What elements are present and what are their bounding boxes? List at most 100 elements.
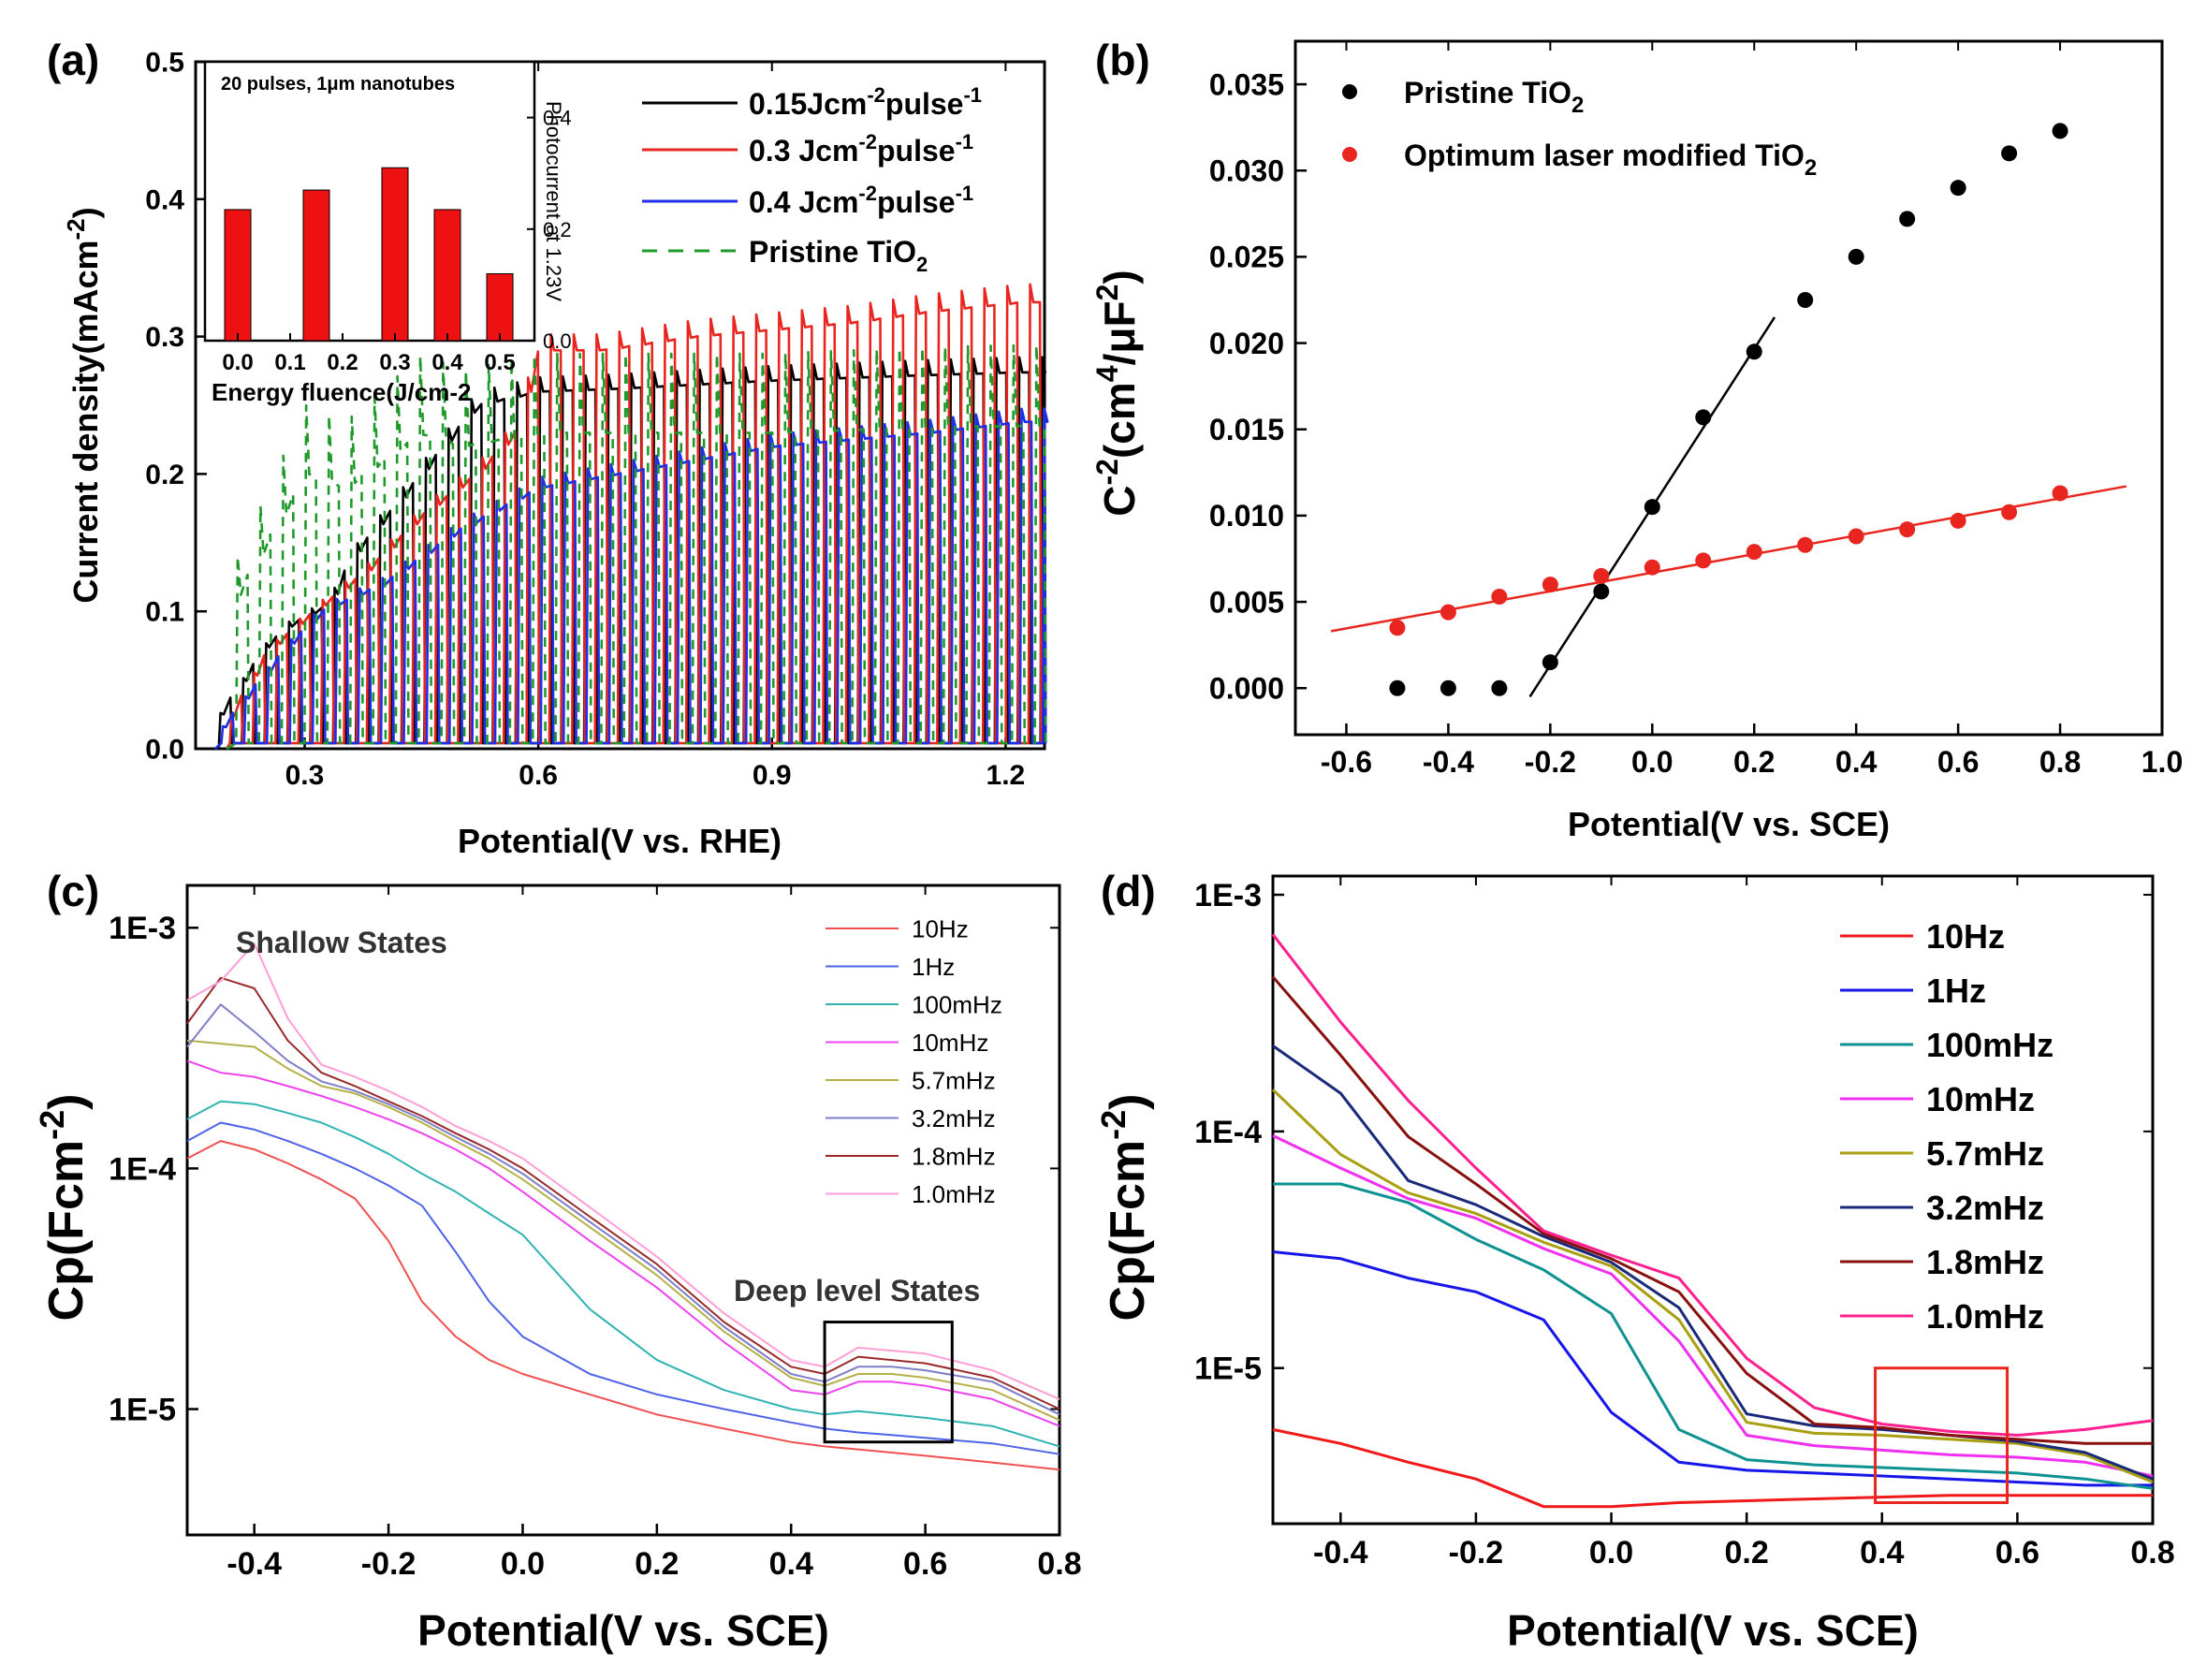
panel-b-x-axis-label: Potential(V vs. SCE) xyxy=(1568,805,1890,843)
panel-c-ytick-label-1E-3: 1E-3 xyxy=(109,911,176,946)
legend-label-10mhz: 10mHz xyxy=(912,1029,988,1057)
point-pristine-tio2-0.5 xyxy=(1899,211,1916,227)
panel-c-legend: 10Hz 1Hz 100mHz 10mHz 5.7mHz 3.2mHz 1.8mHz 1.0m… xyxy=(826,914,1002,1208)
panel-b: (b) -0.6 -0.4 -0.2 0.0 0.2 0.4 0.6 0.8 1.0 0.000… xyxy=(1090,36,2183,843)
panel-a-label: (a) xyxy=(47,36,99,84)
point-pristine-tio2--0.3 xyxy=(1491,679,1508,696)
panel-b-xtick-label--0.6: -0.6 xyxy=(1321,745,1372,779)
panel-c-xtick-label-0.2: 0.2 xyxy=(635,1546,679,1582)
legend-label-3.2mhz: 3.2mHz xyxy=(912,1104,996,1132)
inset-xtick-label-0.5: 0.5 xyxy=(484,350,515,375)
inset-bar-0.4 xyxy=(433,209,461,342)
annotation-shallow-states: Shallow States xyxy=(236,926,447,959)
point-optimum-laser-modified-tio2-0.3 xyxy=(1797,536,1814,553)
point-optimum-laser-modified-tio2-0.1 xyxy=(1695,552,1712,569)
point-optimum-laser-modified-tio2--0.4 xyxy=(1440,604,1456,621)
point-pristine-tio2-0.2 xyxy=(1746,343,1762,360)
panel-a: (a) 0.3 0.6 0.9 1.2 0.0 0.1 0.2 0.3 0.4 0.5 Pote… xyxy=(47,36,1049,860)
panel-c-xtick-label-0.0: 0.0 xyxy=(501,1546,545,1582)
point-optimum-laser-modified-tio2-0.5 xyxy=(1899,521,1916,538)
panel-c-plot-frame xyxy=(185,884,1061,1537)
series-line-5.7mhz xyxy=(186,1039,1060,1422)
point-pristine-tio2-0 xyxy=(1644,499,1660,516)
panel-d-xtick-label-0.4: 0.4 xyxy=(1860,1535,1904,1570)
point-pristine-tio2-0.3 xyxy=(1797,291,1814,308)
panel-b-xtick-label-0.2: 0.2 xyxy=(1733,745,1775,779)
panel-b-xtick-label-0.4: 0.4 xyxy=(1835,745,1878,779)
inset-bar-0.3 xyxy=(381,167,409,342)
panel-c: (c) -0.4 -0.2 0.0 0.2 0.4 0.6 0.8 1E-5 1E-4 1E-3… xyxy=(33,867,1082,1655)
legend-label-1hz: 1Hz xyxy=(1926,971,1986,1010)
inset-frame xyxy=(203,60,536,343)
inset-bar-0.0 xyxy=(224,209,252,342)
series-line-0.4-jcm-2pulse-1 xyxy=(213,407,1049,750)
inset-xtick-label-0.1: 0.1 xyxy=(274,350,305,375)
panel-a-legend: 0.15Jcm-2pulse-1 0.3 Jcm-2pulse-1 0.4 Jc… xyxy=(642,83,982,276)
panel-b-ytick-label-0.005: 0.005 xyxy=(1209,585,1284,619)
legend-label-1hz: 1Hz xyxy=(912,953,955,981)
point-pristine-tio2-0.7 xyxy=(2001,145,2018,162)
legend-item-0.15Jcm-2pulse-1: 0.15Jcm-2pulse-1 xyxy=(642,83,982,121)
inset-bar-0.15 xyxy=(302,189,330,342)
panel-a-ytick-label-0.1: 0.1 xyxy=(145,597,184,628)
panel-c-xtick-label--0.4: -0.4 xyxy=(227,1546,282,1582)
series-line-1.8mhz xyxy=(186,976,1060,1410)
legend-label-10hz: 10Hz xyxy=(912,914,969,942)
panel-b-ytick-label-0.010: 0.010 xyxy=(1209,499,1284,533)
panel-a-xtick-label-0.6: 0.6 xyxy=(519,760,558,791)
panel-b-xtick-label-0.8: 0.8 xyxy=(2039,745,2081,779)
legend-label-5.7mhz: 5.7mHz xyxy=(912,1066,996,1094)
point-optimum-laser-modified-tio2-0.8 xyxy=(2052,485,2068,502)
panel-a-x-axis-label: Potential(V vs. RHE) xyxy=(458,822,782,860)
legend-label-0.4Jcm-2pulse-1: 0.4 Jcm-2pulse-1 xyxy=(749,182,973,219)
legend-label-1.0mhz: 1.0mHz xyxy=(912,1180,996,1208)
panel-c-x-axis-label: Potential(V vs. SCE) xyxy=(417,1606,829,1655)
inset-bar-0.5 xyxy=(486,272,514,342)
panel-b-xtick-label-1.0: 1.0 xyxy=(2141,745,2183,779)
panel-c-xtick-label--0.2: -0.2 xyxy=(361,1546,417,1582)
panel-d-label: (d) xyxy=(1101,867,1156,915)
panel-b-xtick-label-0.0: 0.0 xyxy=(1631,745,1673,779)
panel-d-ytick-label-1E-3: 1E-3 xyxy=(1194,878,1262,913)
panel-d-xtick-label-0.6: 0.6 xyxy=(1995,1535,2039,1570)
inset-xtick-label-0.4: 0.4 xyxy=(431,350,463,375)
panel-d-xtick-label-0.0: 0.0 xyxy=(1589,1535,1633,1570)
panel-a-inset: 20 pulses, 1μm nanotubes 0.0 0.1 0.2 0.3 0.4… xyxy=(203,60,572,406)
panel-d-x-axis-label: Potential(V vs. SCE) xyxy=(1507,1606,1919,1655)
legend-item-0.4Jcm-2pulse-1: 0.4 Jcm-2pulse-1 xyxy=(642,182,973,219)
annotation-deep-level-states: Deep level States xyxy=(734,1274,980,1307)
legend-item-pristine-tio2: Pristine TiO2 xyxy=(642,235,928,276)
highlight-box xyxy=(823,1321,954,1444)
point-optimum-laser-modified-tio2--0.5 xyxy=(1389,620,1406,636)
panel-c-label: (c) xyxy=(47,867,99,915)
inset-y-axis-label: Photocurrent at 1.23V xyxy=(542,101,565,301)
panel-b-ytick-label-0.015: 0.015 xyxy=(1209,413,1284,446)
legend-item-0.3Jcm-2pulse-1: 0.3 Jcm-2pulse-1 xyxy=(642,130,973,168)
inset-x-axis-label: Energy fluence(J/cm-2 xyxy=(212,378,471,406)
legend-label-100mhz: 100mHz xyxy=(912,990,1002,1018)
panel-d-xtick-label--0.2: -0.2 xyxy=(1449,1535,1504,1570)
series-line-1hz xyxy=(186,1121,1060,1455)
series-line-10hz xyxy=(186,1140,1060,1471)
inset-ytick-label-0.4: 0.4 xyxy=(543,107,572,130)
panel-d-ytick-label-1E-5: 1E-5 xyxy=(1194,1351,1262,1387)
legend-label-pristine-tio2: Pristine TiO2 xyxy=(749,235,928,276)
panel-a-y-axis-label: Current density(mAcm-2) xyxy=(62,207,105,603)
legend-label-0.15Jcm-2pulse-1: 0.15Jcm-2pulse-1 xyxy=(749,83,982,121)
panel-a-ytick-label-0.4: 0.4 xyxy=(145,184,184,215)
panel-b-ytick-label-0.025: 0.025 xyxy=(1209,241,1284,274)
panel-a-ytick-label-0.3: 0.3 xyxy=(145,322,184,353)
panel-c-xtick-label-0.6: 0.6 xyxy=(903,1546,947,1582)
legend-label-3.2mhz: 3.2mHz xyxy=(1926,1189,2044,1227)
series-line-10mhz xyxy=(186,1059,1060,1427)
inset-xtick-label-0.2: 0.2 xyxy=(327,350,358,375)
inset-xtick-label-0.3: 0.3 xyxy=(379,350,410,375)
panel-c-ytick-label-1E-5: 1E-5 xyxy=(109,1392,176,1427)
panel-d-ytick-label-1E-4: 1E-4 xyxy=(1194,1115,1262,1150)
panel-a-ytick-label-0.2: 0.2 xyxy=(145,460,184,490)
point-pristine-tio2-0.6 xyxy=(1950,180,1966,197)
point-pristine-tio2--0.5 xyxy=(1389,679,1406,696)
panel-b-ytick-label-0.000: 0.000 xyxy=(1209,671,1284,705)
